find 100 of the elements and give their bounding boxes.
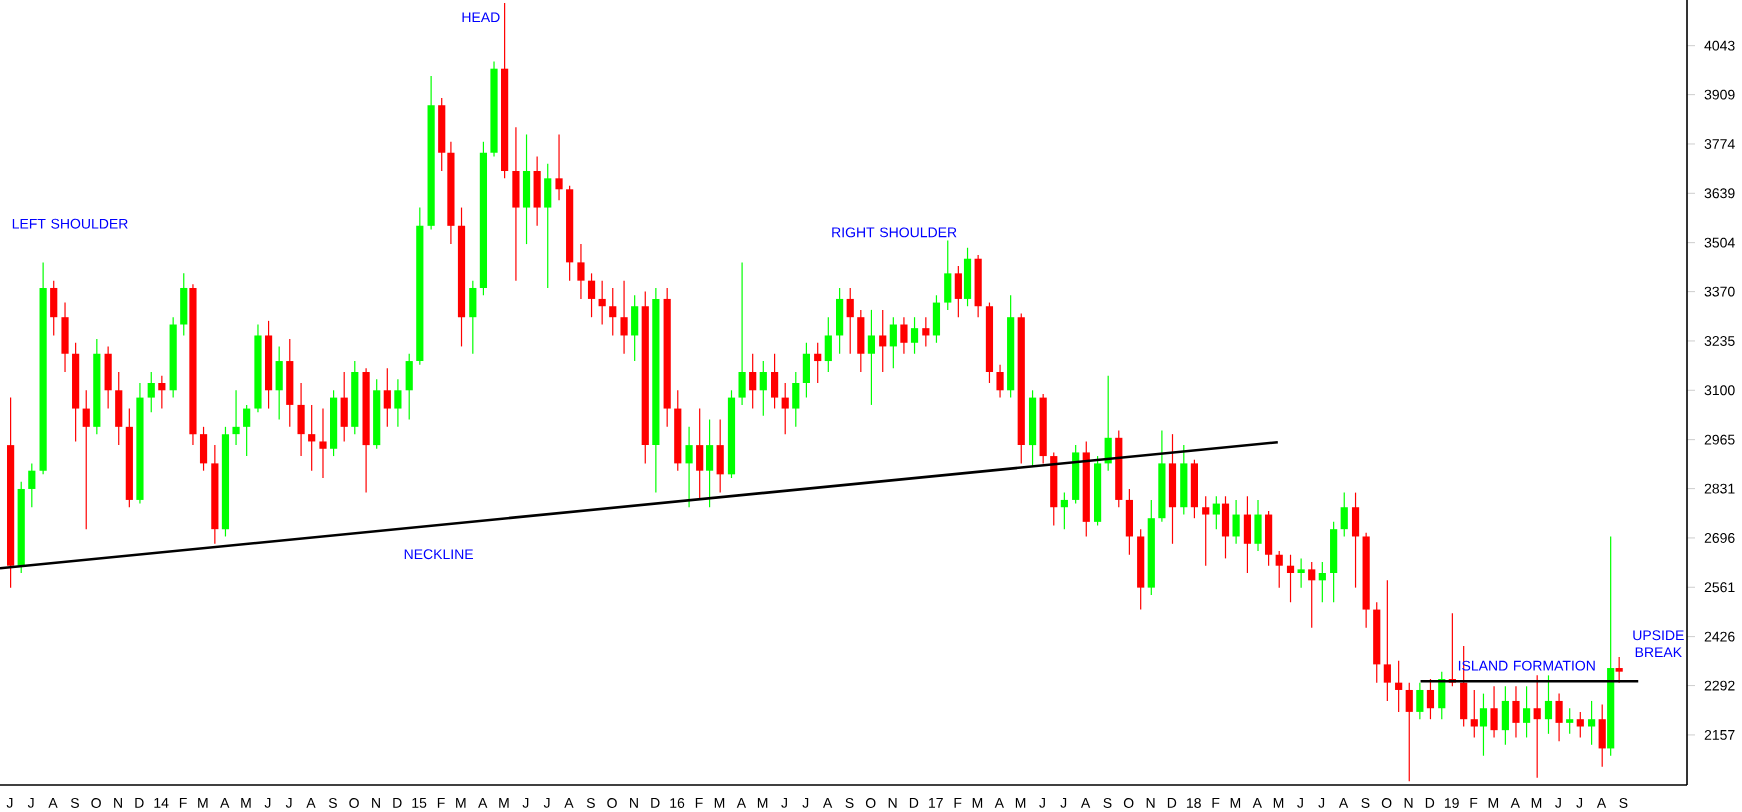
- x-tick-label: J: [781, 798, 787, 808]
- candlestick: [1168, 433, 1177, 545]
- candlestick: [1028, 389, 1037, 468]
- candlestick: [501, 2, 509, 179]
- candlestick: [889, 316, 897, 369]
- candlestick: [1395, 660, 1403, 713]
- candlestick: [1060, 492, 1068, 530]
- candlestick: [641, 291, 649, 464]
- candlestick: [115, 371, 123, 446]
- x-tick-label: J: [1060, 798, 1067, 808]
- candlestick: [974, 254, 982, 318]
- annotation: UPSIDE BREAK: [1633, 630, 1684, 658]
- candlestick: [416, 206, 424, 366]
- candlestick: [522, 133, 531, 245]
- y-tick-label: 4043: [1704, 40, 1735, 51]
- candlestick: [759, 360, 767, 417]
- candlestick: [286, 338, 294, 428]
- candlestick: [1416, 682, 1424, 720]
- x-tick-label: S: [1103, 798, 1112, 808]
- candlestick: [1137, 528, 1145, 611]
- x-tick-label: J: [802, 798, 809, 808]
- annotation: RIGHT SHOULDER: [832, 227, 957, 238]
- candlestick: [264, 320, 273, 410]
- candlestick: [1330, 521, 1338, 603]
- x-tick-label: N: [630, 798, 638, 808]
- y-tick-label: 2696: [1704, 533, 1735, 543]
- x-tick-label: 18: [1186, 798, 1201, 808]
- candlestick: [814, 342, 822, 384]
- x-tick-label: M: [1531, 798, 1542, 808]
- candlestick: [1243, 495, 1252, 574]
- candlestick: [479, 141, 488, 296]
- x-tick-label: A: [1510, 798, 1520, 808]
- x-tick-label: M: [972, 798, 983, 808]
- candlestick: [39, 261, 47, 475]
- candlestick: [50, 280, 58, 337]
- x-tick-label: D: [651, 798, 660, 808]
- x-tick-label: N: [888, 798, 897, 808]
- x-tick-label: J: [285, 798, 292, 808]
- candlestick: [28, 462, 36, 508]
- annotation: HEAD: [462, 12, 500, 23]
- candlestick: [802, 342, 810, 399]
- x-tick-label: A: [478, 798, 488, 808]
- candlestick: [1017, 312, 1025, 464]
- candlestick: [1598, 703, 1606, 768]
- candlestick: [243, 404, 251, 457]
- candlestick: [1607, 535, 1615, 757]
- x-tick-label: F: [954, 798, 962, 808]
- candlestick: [1479, 693, 1488, 757]
- candlestick: [189, 283, 197, 446]
- candlestick: [1522, 685, 1531, 739]
- x-tick-label: D: [909, 798, 919, 808]
- x-tick-label: M: [757, 798, 768, 808]
- candlestick: [308, 404, 316, 472]
- candlestick: [771, 353, 779, 410]
- x-tick-label: M: [241, 798, 251, 808]
- x-tick-label: M: [1230, 798, 1241, 808]
- candlestick: [587, 272, 596, 318]
- y-tick-label: 3370: [1704, 286, 1735, 297]
- x-tick-label: A: [1596, 798, 1607, 808]
- y-tick-label: 3235: [1704, 336, 1735, 346]
- candlestick: [824, 316, 832, 373]
- candlestick: [490, 60, 498, 157]
- y-tick-label: 3504: [1704, 237, 1735, 248]
- candlestick: [1566, 707, 1574, 735]
- x-tick-label: S: [1619, 798, 1628, 808]
- candlestick: [985, 301, 994, 384]
- x-tick-label: D: [393, 798, 402, 808]
- candlestick: [1544, 674, 1553, 735]
- candlestick: [447, 141, 455, 245]
- candlestick: [857, 309, 865, 373]
- candlestick: [631, 294, 639, 362]
- candlestick: [533, 155, 541, 227]
- x-tick-label: J: [27, 798, 34, 808]
- x-tick-label: J: [1297, 798, 1303, 808]
- y-tick-label: 3639: [1704, 188, 1735, 199]
- candlestick: [61, 301, 69, 373]
- x-tick-label: N: [1404, 798, 1413, 808]
- candlestick: [1232, 499, 1240, 545]
- candlestick: [1362, 532, 1370, 629]
- x-tick-label: J: [543, 798, 550, 808]
- candlestick: [1039, 393, 1047, 464]
- candlestick: [221, 426, 230, 538]
- candlestick: [1438, 671, 1446, 720]
- candlestick: [620, 280, 628, 355]
- candlestick: [954, 265, 962, 318]
- candlestick: [1158, 429, 1166, 523]
- x-tick-label: A: [736, 798, 747, 808]
- x-tick-label: A: [220, 798, 230, 808]
- x-tick-label: M: [499, 798, 509, 808]
- candlestick: [944, 239, 952, 311]
- candlestick: [727, 389, 736, 479]
- x-tick-label: D: [1167, 798, 1177, 808]
- candlestick: [405, 353, 413, 421]
- x-tick-label: M: [1273, 798, 1284, 808]
- x-tick-label: 19: [1444, 798, 1459, 808]
- candlestick: [1202, 495, 1210, 567]
- x-tick-label: M: [198, 798, 208, 808]
- x-tick-label: S: [70, 798, 79, 808]
- x-tick-label: F: [1212, 798, 1220, 808]
- candlestick: [836, 287, 844, 355]
